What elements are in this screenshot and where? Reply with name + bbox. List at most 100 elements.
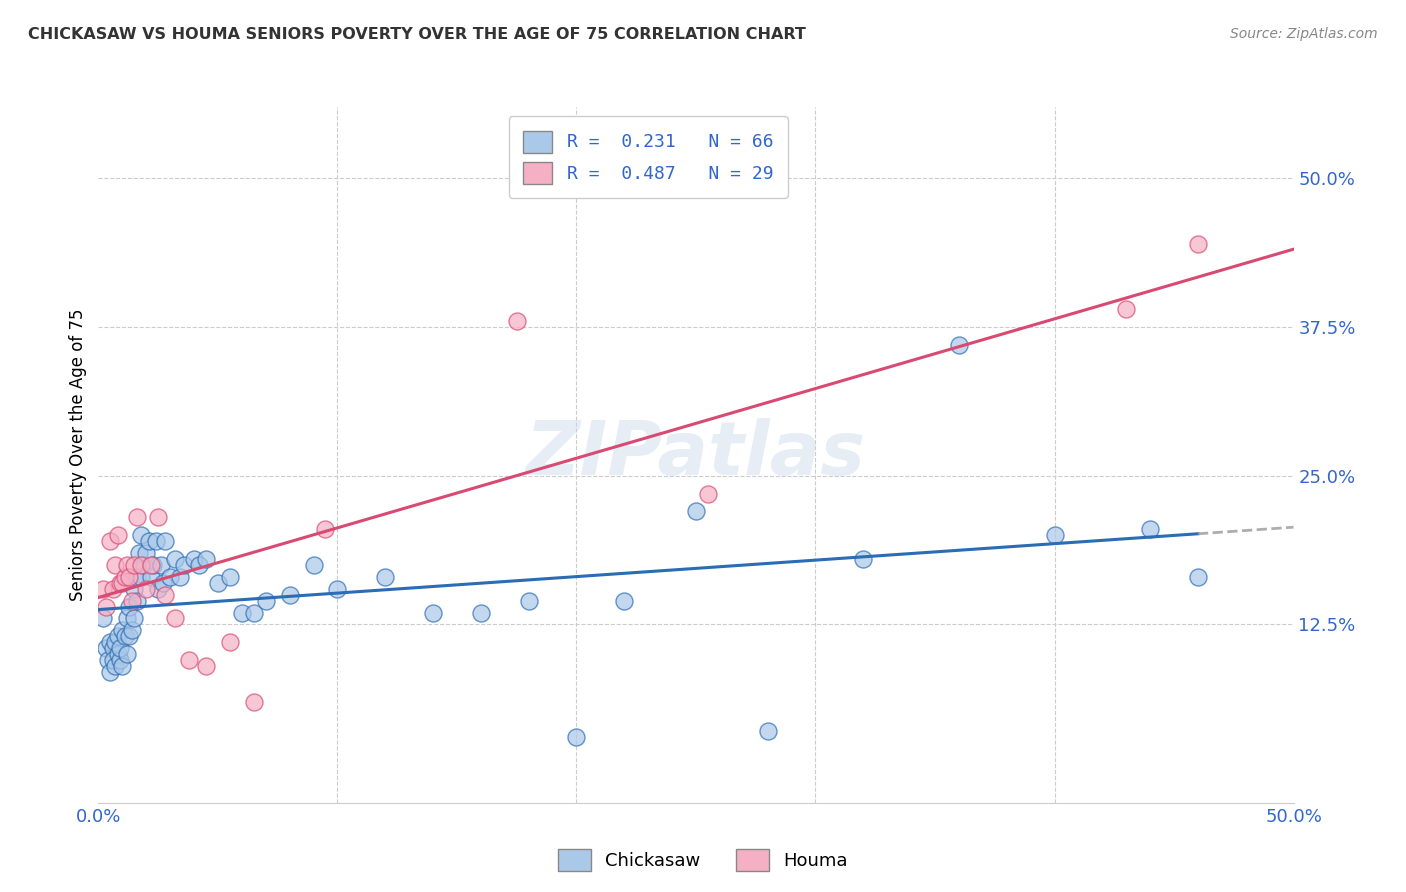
Point bbox=[470, 606, 492, 620]
Point bbox=[101, 653, 124, 667]
Text: Source: ZipAtlas.com: Source: ZipAtlas.com bbox=[1230, 27, 1378, 41]
Point bbox=[254, 593, 277, 607]
Point bbox=[219, 570, 242, 584]
Point bbox=[207, 575, 229, 590]
Point bbox=[187, 558, 209, 572]
Point bbox=[169, 570, 191, 584]
Point bbox=[97, 653, 120, 667]
Point bbox=[108, 653, 131, 667]
Point bbox=[118, 570, 141, 584]
Point bbox=[118, 629, 141, 643]
Y-axis label: Seniors Poverty Over the Age of 75: Seniors Poverty Over the Age of 75 bbox=[69, 309, 87, 601]
Point bbox=[145, 534, 167, 549]
Point bbox=[124, 558, 146, 572]
Point bbox=[132, 558, 155, 572]
Point bbox=[135, 582, 157, 596]
Point bbox=[107, 629, 129, 643]
Point bbox=[517, 593, 540, 607]
Point bbox=[139, 558, 162, 572]
Point bbox=[194, 659, 218, 673]
Point bbox=[302, 558, 325, 572]
Point bbox=[98, 534, 122, 549]
Point bbox=[1187, 570, 1209, 584]
Point bbox=[111, 659, 134, 673]
Point bbox=[243, 695, 266, 709]
Point bbox=[1187, 236, 1209, 251]
Point bbox=[131, 570, 153, 584]
Point bbox=[115, 558, 138, 572]
Point bbox=[148, 510, 170, 524]
Point bbox=[104, 558, 127, 572]
Point bbox=[697, 486, 720, 500]
Point bbox=[108, 575, 131, 590]
Point bbox=[121, 593, 143, 607]
Point bbox=[948, 338, 970, 352]
Text: ZIPatlas: ZIPatlas bbox=[526, 418, 866, 491]
Point bbox=[142, 558, 165, 572]
Point bbox=[128, 546, 150, 560]
Point bbox=[219, 635, 242, 649]
Point bbox=[135, 546, 157, 560]
Point bbox=[101, 582, 124, 596]
Point bbox=[155, 534, 177, 549]
Point bbox=[685, 504, 707, 518]
Point bbox=[111, 624, 134, 638]
Point bbox=[91, 582, 114, 596]
Point bbox=[107, 528, 129, 542]
Point bbox=[155, 588, 177, 602]
Point bbox=[104, 659, 127, 673]
Point bbox=[104, 635, 127, 649]
Point bbox=[139, 570, 162, 584]
Point bbox=[114, 629, 136, 643]
Point bbox=[163, 611, 186, 625]
Point bbox=[163, 552, 186, 566]
Point bbox=[118, 599, 141, 614]
Point bbox=[1115, 302, 1137, 317]
Point bbox=[121, 624, 143, 638]
Point bbox=[115, 647, 138, 661]
Point bbox=[243, 606, 266, 620]
Point bbox=[183, 552, 205, 566]
Point bbox=[94, 599, 117, 614]
Point bbox=[111, 575, 134, 590]
Legend: Chickasaw, Houma: Chickasaw, Houma bbox=[551, 842, 855, 879]
Point bbox=[194, 552, 218, 566]
Point bbox=[94, 641, 117, 656]
Point bbox=[107, 647, 129, 661]
Point bbox=[124, 582, 146, 596]
Point bbox=[1043, 528, 1066, 542]
Point bbox=[315, 522, 337, 536]
Legend: R =  0.231   N = 66, R =  0.487   N = 29: R = 0.231 N = 66, R = 0.487 N = 29 bbox=[509, 116, 787, 198]
Point bbox=[374, 570, 396, 584]
Point bbox=[114, 570, 136, 584]
Point bbox=[152, 575, 174, 590]
Point bbox=[98, 665, 122, 679]
Point bbox=[148, 582, 170, 596]
Point bbox=[506, 314, 529, 328]
Point bbox=[149, 558, 172, 572]
Point bbox=[138, 534, 160, 549]
Point bbox=[422, 606, 444, 620]
Text: CHICKASAW VS HOUMA SENIORS POVERTY OVER THE AGE OF 75 CORRELATION CHART: CHICKASAW VS HOUMA SENIORS POVERTY OVER … bbox=[28, 27, 806, 42]
Point bbox=[98, 635, 122, 649]
Point bbox=[131, 528, 153, 542]
Point bbox=[91, 611, 114, 625]
Point bbox=[125, 570, 148, 584]
Point bbox=[101, 641, 124, 656]
Point bbox=[231, 606, 253, 620]
Point bbox=[613, 593, 636, 607]
Point bbox=[125, 593, 148, 607]
Point bbox=[131, 558, 153, 572]
Point bbox=[278, 588, 301, 602]
Point bbox=[756, 724, 779, 739]
Point bbox=[159, 570, 181, 584]
Point bbox=[115, 611, 138, 625]
Point bbox=[125, 510, 148, 524]
Point bbox=[179, 653, 201, 667]
Point bbox=[1139, 522, 1161, 536]
Point bbox=[124, 611, 146, 625]
Point bbox=[565, 731, 588, 745]
Point bbox=[326, 582, 349, 596]
Point bbox=[173, 558, 195, 572]
Point bbox=[108, 641, 131, 656]
